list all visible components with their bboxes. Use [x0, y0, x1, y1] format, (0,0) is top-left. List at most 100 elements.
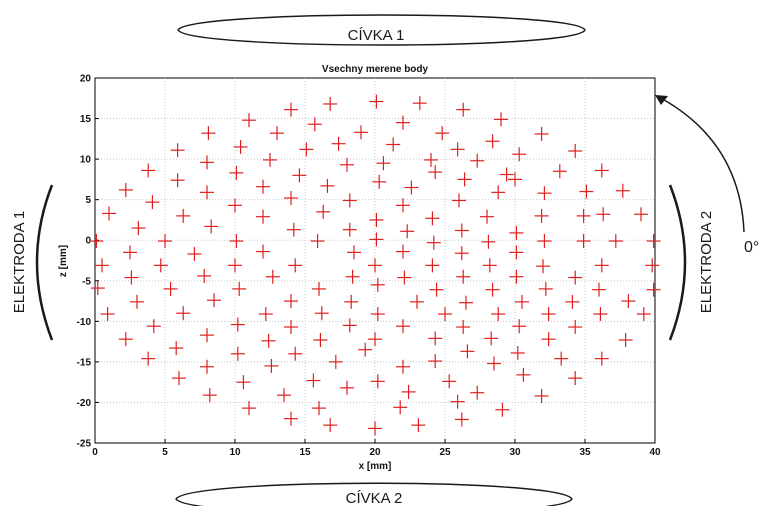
data-point [342, 222, 357, 237]
data-point [568, 270, 583, 285]
data-point [310, 234, 325, 249]
data-point [646, 282, 661, 297]
data-point [286, 222, 301, 237]
data-point [204, 219, 219, 234]
data-point [538, 281, 553, 296]
data-point [554, 351, 569, 366]
data-point [509, 225, 524, 240]
data-point [426, 235, 441, 250]
data-point [541, 307, 556, 322]
data-point [131, 221, 146, 236]
data-point [370, 277, 385, 292]
data-point [176, 306, 191, 321]
data-point [187, 247, 202, 262]
axis-ticks: 0 5 10 15 20 25 30 35 40 -25 -20 -15 -10 -5 0 5 10 15 20 [77, 74, 661, 459]
data-point [485, 282, 500, 297]
data-point [386, 137, 401, 152]
data-point [292, 168, 307, 183]
data-point [261, 333, 276, 348]
x-tick-label: 0 [92, 447, 98, 458]
data-point [401, 384, 416, 399]
data-point [229, 234, 244, 249]
data-point [200, 328, 214, 343]
data-point [345, 269, 360, 284]
data-point [495, 402, 510, 417]
data-point [358, 342, 373, 357]
data-point [485, 134, 500, 149]
data-point [636, 307, 651, 322]
data-point [202, 388, 217, 403]
data-point [284, 102, 298, 117]
x-tick-label: 40 [649, 447, 661, 458]
data-point [284, 411, 298, 426]
data-point [428, 331, 443, 346]
data-point [270, 126, 284, 141]
data-point [354, 125, 368, 140]
data-point [312, 401, 326, 416]
data-point [228, 198, 242, 213]
data-point [123, 245, 137, 260]
rotation-arrow: 0° [655, 95, 759, 256]
data-point [534, 388, 549, 403]
data-point [118, 332, 133, 347]
data-point [456, 102, 471, 117]
data-point [172, 371, 186, 386]
data-point [410, 294, 424, 309]
data-point [242, 401, 256, 416]
data-point [534, 208, 549, 223]
scatter-chart: 0 5 10 15 20 25 30 35 40 -25 -20 -15 -10 -5 0 5 10 15 20 V… [58, 64, 661, 472]
data-point [256, 209, 270, 224]
y-tick-label: -20 [77, 398, 92, 409]
data-point [230, 317, 245, 332]
data-point [369, 94, 384, 109]
data-point [170, 173, 185, 188]
data-point [314, 306, 329, 321]
data-point [328, 354, 343, 369]
data-point [102, 206, 116, 221]
data-point [200, 155, 214, 170]
data-point [594, 351, 609, 366]
x-tick-label: 25 [439, 447, 451, 458]
data-point [316, 204, 331, 219]
electrode-left-label: ELEKTRODA 1 [11, 211, 28, 314]
x-tick-label: 10 [229, 447, 241, 458]
data-point [230, 346, 245, 361]
data-point [481, 234, 496, 249]
data-point [368, 258, 382, 273]
data-point [256, 179, 270, 194]
data-point [200, 185, 214, 200]
data-point [568, 144, 583, 158]
data-point [516, 367, 531, 382]
y-tick-label: 5 [85, 195, 91, 206]
data-point [576, 208, 591, 223]
data-point [491, 185, 506, 200]
x-tick-label: 20 [369, 447, 381, 458]
data-point [594, 258, 609, 273]
data-point [146, 319, 161, 334]
x-tick-label: 35 [579, 447, 591, 458]
data-point [596, 207, 611, 222]
data-point [124, 270, 139, 285]
data-point [400, 224, 415, 239]
data-point [435, 126, 450, 141]
data-point [593, 307, 608, 322]
data-point [484, 331, 499, 346]
y-tick-label: 0 [85, 236, 91, 247]
data-point [370, 307, 385, 322]
data-point [512, 319, 527, 334]
data-point [512, 147, 527, 162]
data-point [89, 234, 104, 249]
data-point [323, 96, 338, 111]
data-point [118, 182, 133, 197]
data-point [376, 156, 391, 171]
data-point [645, 258, 660, 273]
data-point [411, 418, 426, 433]
chart-title: Vsechny merene body [322, 64, 429, 75]
data-point [393, 400, 408, 415]
y-tick-label: 20 [80, 74, 92, 85]
data-point [396, 115, 410, 130]
data-point [288, 258, 303, 273]
x-tick-label: 30 [509, 447, 521, 458]
y-tick-label: -10 [77, 317, 92, 328]
